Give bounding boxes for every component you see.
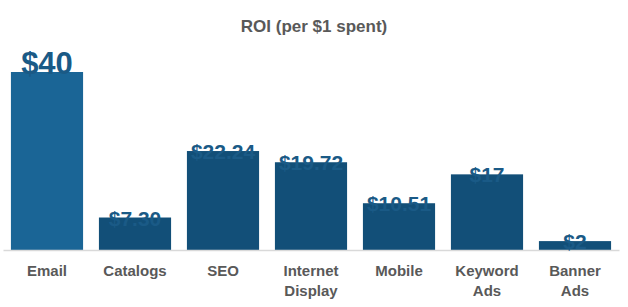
tick-label-line: SEO	[207, 262, 239, 279]
tick: Catalogs	[103, 250, 166, 279]
data-label: $40	[21, 46, 73, 81]
tick-label-line: Display	[284, 282, 338, 299]
axis-line	[4, 250, 620, 252]
tick: Internet Display	[283, 250, 338, 299]
bar	[11, 72, 83, 250]
tick-label-line: Catalogs	[103, 262, 166, 279]
tick: Keyword Ads	[455, 250, 518, 299]
tick-label-line: Ads	[473, 282, 501, 299]
tick: Banner Ads	[549, 250, 601, 299]
tick-label: Email	[27, 262, 67, 279]
bar	[187, 151, 259, 250]
data-label: $22.24	[191, 140, 256, 163]
data-label: $17	[469, 163, 504, 186]
tick: Email	[27, 250, 67, 279]
tick-label: Mobile	[375, 262, 423, 279]
tick: Mobile	[375, 250, 423, 279]
tick-label-line: Ads	[561, 282, 589, 299]
tick: SEO	[207, 250, 239, 279]
data-label: $7.30	[109, 207, 162, 230]
title: ROI (per $1 spent)	[241, 17, 387, 36]
tick-label: Internet Display	[283, 262, 338, 299]
data-label: $10.51	[367, 192, 432, 215]
chart: ROI (per $1 spent) Email Catalogs SEO Intern…	[0, 0, 628, 307]
data-label: $19.72	[279, 151, 343, 174]
tick-label: Keyword Ads	[455, 262, 518, 299]
data-label: $2	[563, 230, 586, 253]
tick-label: Catalogs	[103, 262, 166, 279]
data-labels: $40 $7.30 $22.24 $19.72 $10.51 $17 $2	[21, 46, 587, 253]
tick-label-line: Banner	[549, 262, 601, 279]
tick-label: SEO	[207, 262, 239, 279]
bar	[275, 162, 347, 250]
tick-label-line: Internet	[283, 262, 338, 279]
tick-label-line: Email	[27, 262, 67, 279]
tick-label: Banner Ads	[549, 262, 601, 299]
tick-label-line: Mobile	[375, 262, 423, 279]
bars	[11, 72, 611, 250]
x-axis: Email Catalogs SEO Internet Display Mobile Key…	[4, 250, 620, 299]
tick-label-line: Keyword	[455, 262, 518, 279]
